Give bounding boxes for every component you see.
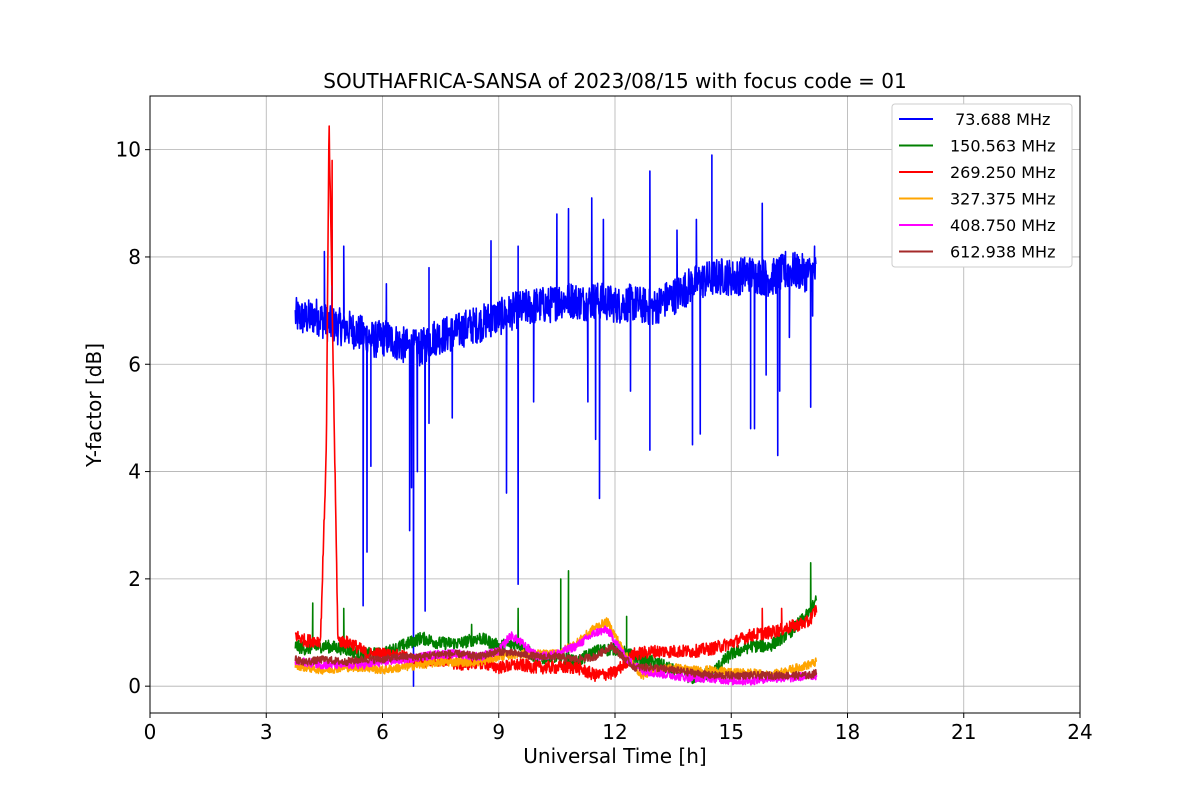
- y-tick-label: 0: [128, 674, 141, 698]
- series-layer: [294, 125, 818, 687]
- y-tick-label: 2: [128, 567, 141, 591]
- legend-entry-label: 612.938 MHz: [950, 243, 1055, 262]
- legend-entry-label: 327.375 MHz: [950, 190, 1055, 209]
- y-tick-label: 10: [116, 138, 141, 162]
- x-tick-label: 18: [835, 720, 860, 744]
- x-axis-label: Universal Time [h]: [523, 744, 706, 768]
- legend-entry-label: 150.563 MHz: [950, 137, 1055, 156]
- y-tick-label: 6: [128, 352, 141, 376]
- series-line: [294, 154, 817, 687]
- x-tick-label: 24: [1067, 720, 1092, 744]
- series-line: [294, 617, 818, 681]
- series-line: [294, 125, 818, 683]
- y-tick-label: 4: [128, 460, 141, 484]
- y-tick-label: 8: [128, 245, 141, 269]
- x-tick-label: 15: [719, 720, 744, 744]
- series-line: [294, 642, 818, 680]
- chart-title: SOUTHAFRICA-SANSA of 2023/08/15 with foc…: [323, 69, 907, 93]
- legend: 73.688 MHz 150.563 MHz 269.250 MHz 327.375 …: [891, 103, 1073, 268]
- x-tick-label: 12: [602, 720, 627, 744]
- y-axis-label: Y-factor [dB]: [82, 343, 106, 468]
- x-tick-label: 6: [376, 720, 389, 744]
- x-tick-label: 9: [492, 720, 505, 744]
- x-tick-label: 0: [144, 720, 157, 744]
- legend-box: [891, 103, 1073, 268]
- legend-entry-label: 73.688 MHz: [950, 110, 1050, 129]
- legend-entry-label: 269.250 MHz: [950, 163, 1055, 182]
- x-tick-label: 3: [260, 720, 273, 744]
- x-tick-label: 21: [951, 720, 976, 744]
- legend-entry-label: 408.750 MHz: [950, 216, 1055, 235]
